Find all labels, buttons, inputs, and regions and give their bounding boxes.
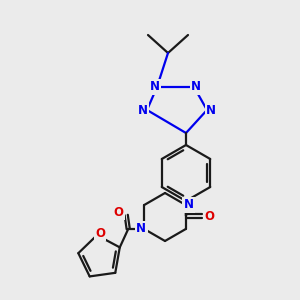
Text: O: O: [95, 227, 105, 240]
Text: N: N: [206, 103, 216, 116]
Text: N: N: [138, 103, 148, 116]
Text: N: N: [184, 199, 194, 212]
Text: N: N: [191, 80, 201, 94]
Text: N: N: [150, 80, 160, 94]
Text: O: O: [204, 209, 214, 223]
Text: N: N: [136, 223, 146, 236]
Text: O: O: [113, 206, 123, 218]
